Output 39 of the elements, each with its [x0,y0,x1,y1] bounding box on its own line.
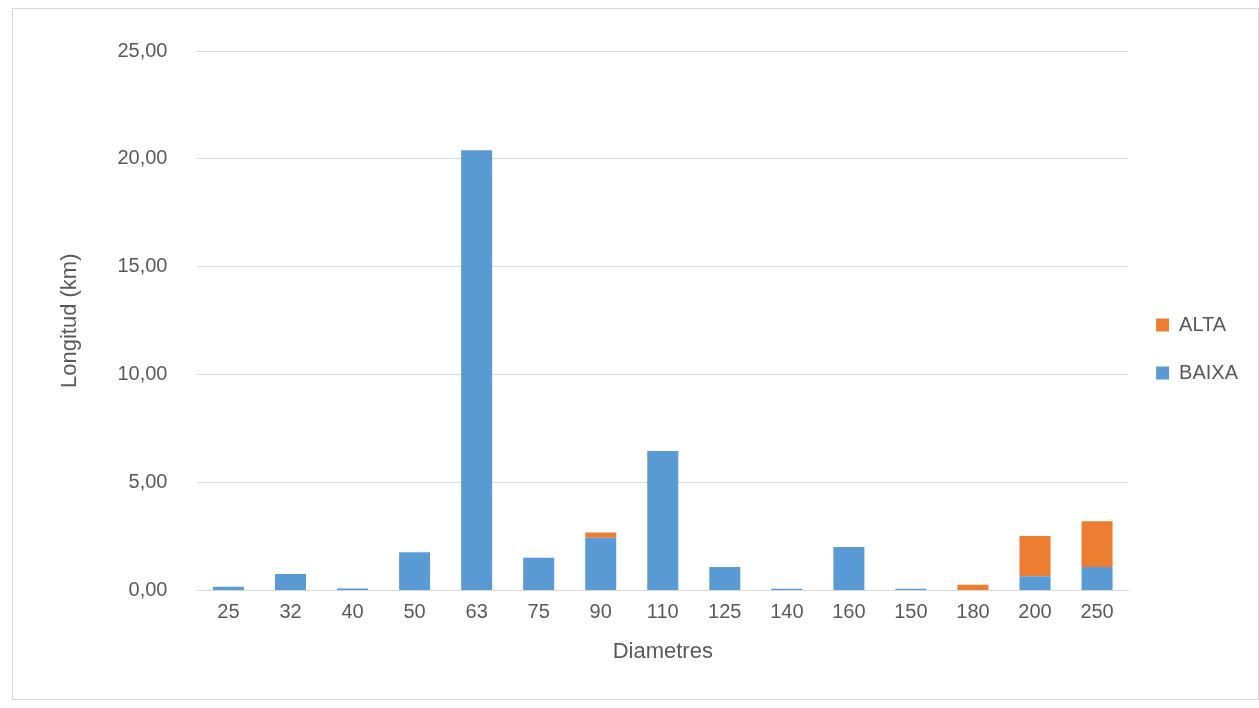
x-tick-label: 40 [341,600,364,623]
y-tick-label: 5,00 [128,470,168,493]
legend-label: ALTA [1179,312,1227,335]
bar [709,567,741,591]
bar [461,150,493,591]
y-tick-label: 25,00 [117,38,168,61]
bar [833,547,865,591]
x-tick-label: 110 [646,600,679,623]
x-tick-label: 160 [832,600,866,623]
y-tick-label: 20,00 [117,146,168,169]
x-tick-label: 50 [403,600,426,623]
bar [399,552,431,591]
bar [1019,535,1051,577]
x-tick-label: 180 [956,600,990,623]
x-axis-title: Diametres [612,637,713,663]
x-tick-label: 25 [217,600,240,623]
bar [1019,576,1051,591]
bar [1081,567,1113,591]
bar [585,537,617,591]
y-tick-label: 15,00 [117,254,168,277]
x-tick-label: 32 [279,600,302,623]
bar [585,532,617,538]
x-tick-label: 125 [708,600,742,623]
x-tick-label: 150 [894,600,928,623]
y-tick-label: 10,00 [117,362,168,385]
y-axis-title: Longitud (km) [56,253,82,389]
bar [957,584,989,591]
x-tick-label: 250 [1080,600,1114,623]
bar [275,573,307,591]
x-tick-label: 75 [527,600,550,623]
legend-label: BAIXA [1179,360,1239,383]
bar [647,450,679,591]
y-tick-label: 0,00 [128,578,168,601]
x-tick-label: 140 [770,600,804,623]
bar [523,557,555,591]
bar [1081,521,1113,568]
x-tick-label: 63 [465,600,488,623]
x-tick-label: 200 [1018,600,1052,623]
x-tick-label: 90 [589,600,612,623]
